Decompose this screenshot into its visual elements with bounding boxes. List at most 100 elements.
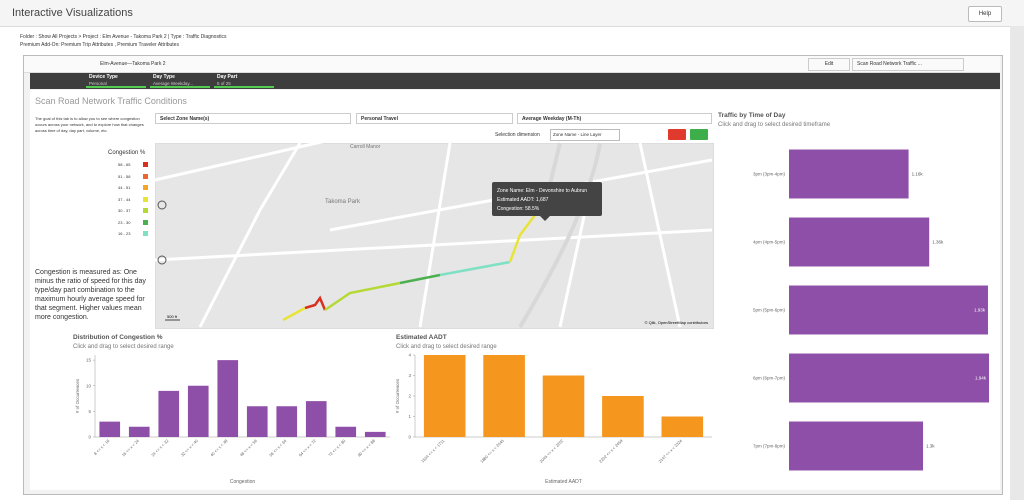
x-tick-label: 24 <= x < 32 xyxy=(150,438,170,458)
selection-dropdown[interactable]: Zone Name - Line Layer xyxy=(550,129,620,141)
sheet-selector[interactable]: Scan Road Network Traffic ... xyxy=(852,58,964,71)
route xyxy=(282,204,546,322)
route-segment xyxy=(508,214,536,263)
premium-addons: Premium Add-On: Premium Trip Attributes … xyxy=(20,42,179,48)
y-tick-label: 10 xyxy=(86,383,92,388)
app-name[interactable]: Elm-Avenue—Takoma Park 2 xyxy=(100,61,166,67)
x-tick-label: 1554 <= x < 1711 xyxy=(420,438,446,464)
tooltip xyxy=(492,182,602,216)
bar xyxy=(789,421,924,471)
confirm-button[interactable] xyxy=(690,129,708,140)
selection-label: Selection dimension xyxy=(495,132,540,138)
bar xyxy=(661,416,704,437)
bar xyxy=(789,285,988,335)
value-label: 1.94k xyxy=(975,376,987,381)
edit-button[interactable]: Edit xyxy=(808,58,850,71)
y-tick-label: 4pm (4pm-5pm) xyxy=(753,240,786,245)
bar xyxy=(335,426,357,437)
map-roads xyxy=(154,138,713,329)
bar xyxy=(246,406,268,437)
x-axis-label: Congestion xyxy=(230,479,256,485)
filter-value: Average Weekday... xyxy=(153,81,194,86)
tooltip-arrow xyxy=(540,216,550,221)
legend-label: 30 - 37 xyxy=(118,208,131,213)
y-tick-label: 7pm (7pm-8pm) xyxy=(753,444,786,449)
bar xyxy=(276,406,298,437)
zoom-in[interactable] xyxy=(157,200,167,210)
legend-label: 58 - 65 xyxy=(118,162,131,167)
zoom-out[interactable] xyxy=(157,255,167,265)
bar xyxy=(158,390,180,437)
y-tick-label: 5pm (5pm-6pm) xyxy=(753,308,786,313)
page-title: Interactive Visualizations xyxy=(12,7,133,19)
intro-text: The goal of this tab is to allow you to … xyxy=(35,116,144,133)
map-attribution: © Qlik, OpenStreetMap contributors xyxy=(645,320,708,325)
y-tick-label: 0 xyxy=(88,435,91,440)
legend-label: 51 - 58 xyxy=(118,173,131,179)
x-tick-label: 2045 <= x < 2202 xyxy=(539,438,565,464)
chart-title: Distribution of Congestion % xyxy=(73,334,163,341)
highway xyxy=(518,142,602,329)
filter-chip[interactable] xyxy=(150,73,210,88)
selector[interactable]: Select Zone Name(s) xyxy=(155,113,351,124)
bar xyxy=(602,396,644,437)
bar xyxy=(99,421,121,437)
filter-field: Device Type xyxy=(89,74,118,80)
help-button[interactable]: Help xyxy=(968,6,1002,22)
tooltip-aadt: Estimated AADT: 1,687 xyxy=(497,197,549,203)
map-scale: 500 ft xyxy=(167,314,178,319)
bar xyxy=(483,355,525,437)
filter-chip[interactable] xyxy=(214,73,274,88)
route-segment xyxy=(304,295,327,311)
x-tick-label: 1880 <= x < 2045 xyxy=(479,438,505,464)
legend-swatch xyxy=(143,208,148,213)
chart-subtitle: Click and drag to select desired range xyxy=(73,344,174,350)
y-tick-label: 5 xyxy=(88,409,91,414)
bar xyxy=(187,385,209,437)
tooltip-congestion: Congestion: 58.5% xyxy=(497,206,540,212)
y-axis-label: # of Occurrences xyxy=(395,378,400,413)
place-label: Carroll Manor xyxy=(350,144,381,150)
tooltip-zone: Zone Name: Elm - Devonshire to Aubrun xyxy=(497,188,587,194)
y-tick-label: 3pm (3pm-4pm) xyxy=(753,172,786,177)
value-label: 1.36k xyxy=(932,240,944,245)
x-tick-label: 2147 <= x < 2324 xyxy=(657,438,683,464)
bar xyxy=(542,375,585,437)
legend-label: 44 - 51 xyxy=(118,185,131,190)
top-bar xyxy=(0,0,1024,27)
selector[interactable]: Personal Travel xyxy=(356,113,513,124)
x-tick-label: 16 <= x < 24 xyxy=(121,438,141,458)
filter-value: Personal xyxy=(89,81,107,86)
bar xyxy=(364,431,386,437)
scrollbar xyxy=(1010,26,1024,500)
x-axis-label: Estimated AADT xyxy=(545,479,582,485)
route-segment xyxy=(399,273,441,285)
legend-swatch xyxy=(143,185,148,190)
bar xyxy=(789,149,909,199)
route-segment xyxy=(324,281,401,312)
bar xyxy=(128,426,150,437)
x-tick-label: 40 <= x < 48 xyxy=(209,438,229,458)
y-tick-label: 3 xyxy=(408,373,411,378)
value-label: 1.93k xyxy=(974,308,986,313)
selector[interactable]: Average Weekday (M-Th) xyxy=(517,113,712,124)
route-segment xyxy=(282,306,306,322)
legend-swatch xyxy=(143,162,148,167)
x-tick-label: 8 <= x < 16 xyxy=(93,438,111,456)
bar xyxy=(217,360,239,437)
legend-swatch xyxy=(143,219,148,225)
legend-label: 23 - 30 xyxy=(118,219,131,225)
road xyxy=(154,138,713,328)
chart-subtitle: Click and drag to select desired timefra… xyxy=(718,122,831,128)
y-tick-label: 4 xyxy=(408,353,411,358)
chart-subtitle: Click and drag to select desired range xyxy=(396,344,497,350)
cancel-button[interactable] xyxy=(668,129,686,140)
filter-chip[interactable] xyxy=(86,73,146,88)
x-tick-label: 56 <= x < 64 xyxy=(268,438,288,458)
filter-field: Day Type xyxy=(153,74,175,80)
y-tick-label: 2 xyxy=(408,394,411,399)
y-tick-label: 15 xyxy=(86,358,92,363)
toolbar xyxy=(24,56,1000,73)
x-tick-label: 48 <= x < 56 xyxy=(239,438,259,458)
